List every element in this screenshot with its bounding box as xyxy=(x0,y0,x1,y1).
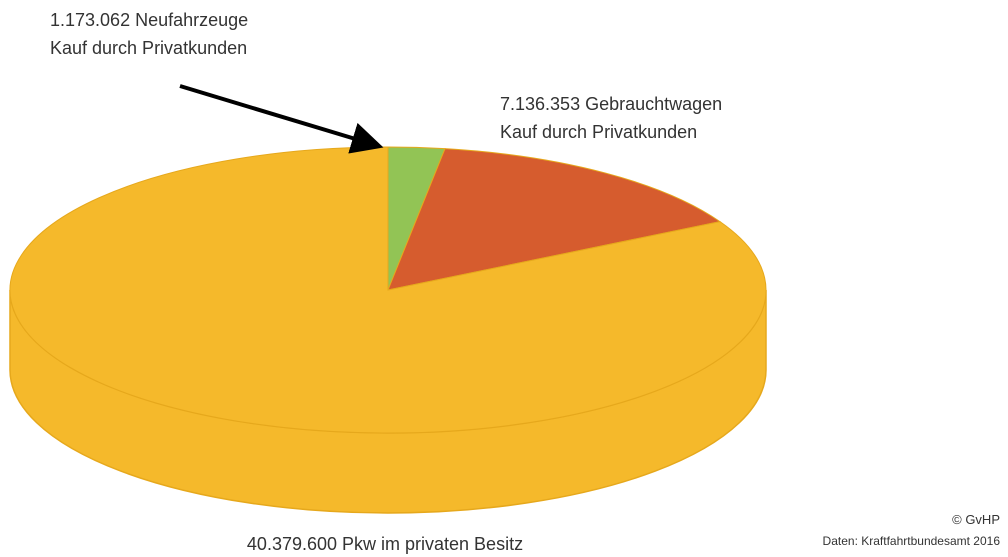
pie xyxy=(9,146,767,514)
category-label: Pkw im privaten Besitz xyxy=(342,534,523,554)
label-used: 7.136.353 Gebrauchtwagen xyxy=(500,94,722,114)
value-label: 1.173.062 xyxy=(50,10,130,30)
category-note: Kauf durch Privatkunden xyxy=(500,122,697,142)
label-total: 40.379.600 Pkw im privaten Besitz xyxy=(247,534,523,554)
copyright: © GvHP xyxy=(952,512,1000,527)
category-label: Gebrauchtwagen xyxy=(585,94,722,114)
label-new: 1.173.062 Neufahrzeuge xyxy=(50,10,248,30)
pie-slice xyxy=(9,146,767,434)
source: Daten: Kraftfahrtbundesamt 2016 xyxy=(823,534,1001,548)
arrow xyxy=(179,84,384,154)
category-label: Neufahrzeuge xyxy=(135,10,248,30)
value-label: 40.379.600 xyxy=(247,534,337,554)
value-label: 7.136.353 xyxy=(500,94,580,114)
category-note: Kauf durch Privatkunden xyxy=(50,38,247,58)
pie-slice xyxy=(387,148,722,291)
